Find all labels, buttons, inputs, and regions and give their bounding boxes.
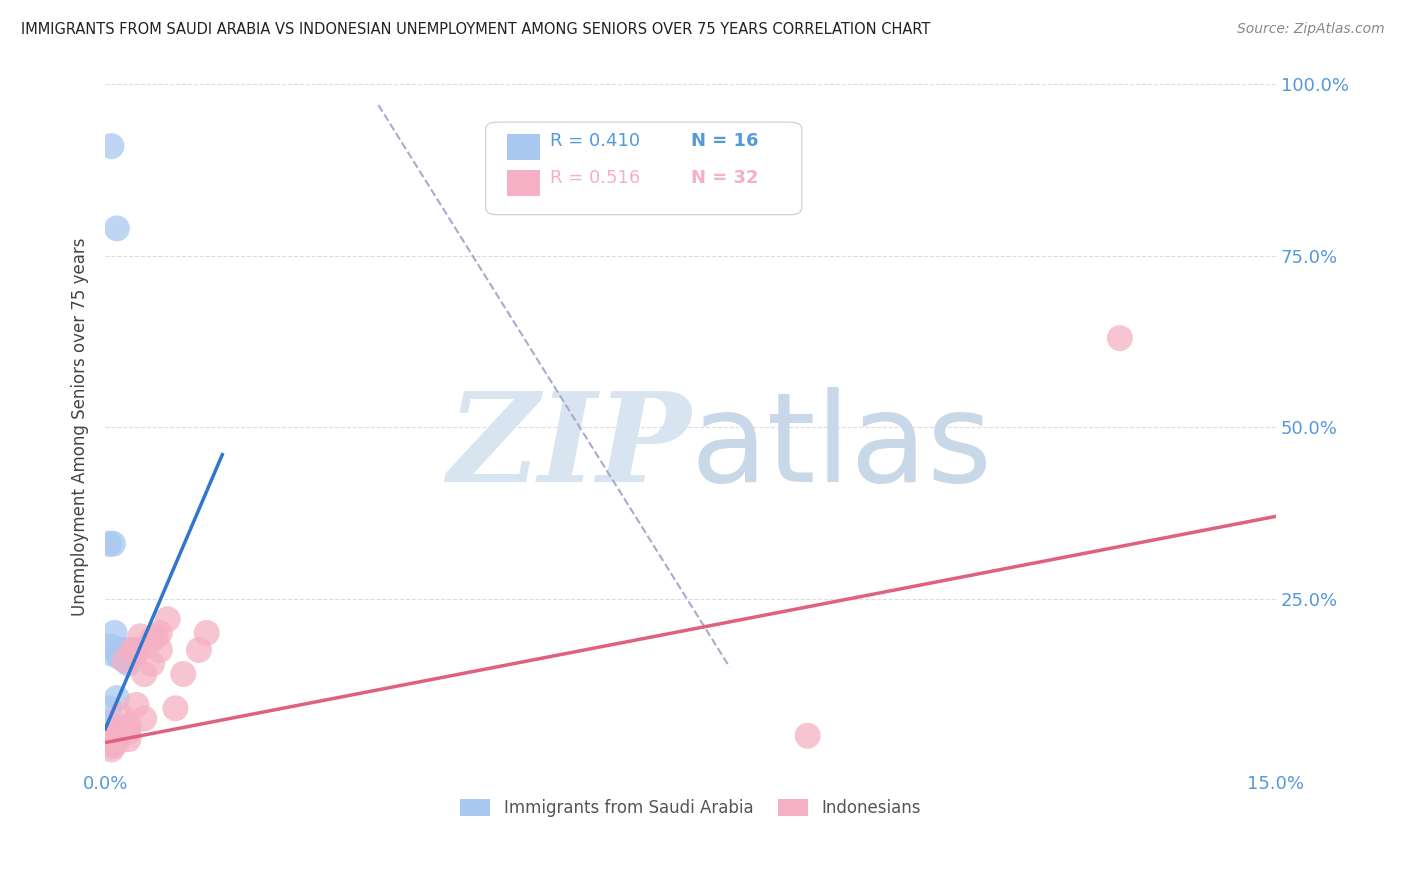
Point xyxy=(100,647,122,661)
Point xyxy=(195,626,218,640)
Point xyxy=(125,647,148,661)
Point xyxy=(187,643,209,657)
Text: R = 0.410: R = 0.410 xyxy=(550,132,640,151)
Point xyxy=(101,537,124,551)
Point xyxy=(125,698,148,712)
Text: R = 0.516: R = 0.516 xyxy=(550,169,640,187)
Point xyxy=(149,626,172,640)
Point xyxy=(1108,331,1130,345)
Point xyxy=(98,537,121,551)
Point xyxy=(101,739,124,753)
FancyBboxPatch shape xyxy=(485,122,801,215)
Point xyxy=(103,729,125,743)
Point xyxy=(98,701,121,715)
Point xyxy=(100,640,122,654)
Point xyxy=(117,649,139,664)
Point xyxy=(105,691,128,706)
Point xyxy=(796,729,818,743)
Point xyxy=(121,643,143,657)
Text: N = 16: N = 16 xyxy=(690,132,758,151)
Point xyxy=(129,629,152,643)
Point xyxy=(105,221,128,235)
Y-axis label: Unemployment Among Seniors over 75 years: Unemployment Among Seniors over 75 years xyxy=(72,238,89,616)
Text: Source: ZipAtlas.com: Source: ZipAtlas.com xyxy=(1237,22,1385,37)
Point xyxy=(97,735,120,749)
Text: IMMIGRANTS FROM SAUDI ARABIA VS INDONESIAN UNEMPLOYMENT AMONG SENIORS OVER 75 YE: IMMIGRANTS FROM SAUDI ARABIA VS INDONESI… xyxy=(21,22,931,37)
Point xyxy=(134,712,156,726)
Point xyxy=(105,735,128,749)
Point xyxy=(100,742,122,756)
Point xyxy=(114,653,136,667)
Point xyxy=(110,722,132,736)
Text: N = 32: N = 32 xyxy=(690,169,758,187)
Legend: Immigrants from Saudi Arabia, Indonesians: Immigrants from Saudi Arabia, Indonesian… xyxy=(454,792,928,823)
Point xyxy=(96,714,118,729)
Point xyxy=(149,643,172,657)
Bar xyxy=(506,134,540,160)
Point xyxy=(156,612,179,626)
Point xyxy=(103,626,125,640)
Text: atlas: atlas xyxy=(690,387,993,508)
Point xyxy=(110,708,132,723)
Point xyxy=(117,725,139,739)
Point xyxy=(117,657,139,671)
Point xyxy=(101,729,124,743)
Point xyxy=(141,657,163,671)
Bar xyxy=(506,170,540,196)
Point xyxy=(134,667,156,681)
Point xyxy=(165,701,187,715)
Point xyxy=(110,643,132,657)
Point xyxy=(172,667,194,681)
Text: ZIP: ZIP xyxy=(447,387,690,508)
Point xyxy=(141,632,163,647)
Point xyxy=(117,643,139,657)
Point xyxy=(145,629,167,643)
Point xyxy=(125,643,148,657)
Point xyxy=(117,718,139,732)
Point xyxy=(108,649,131,664)
Point xyxy=(98,735,121,749)
Point xyxy=(114,653,136,667)
Point xyxy=(100,139,122,153)
Point xyxy=(117,732,139,747)
